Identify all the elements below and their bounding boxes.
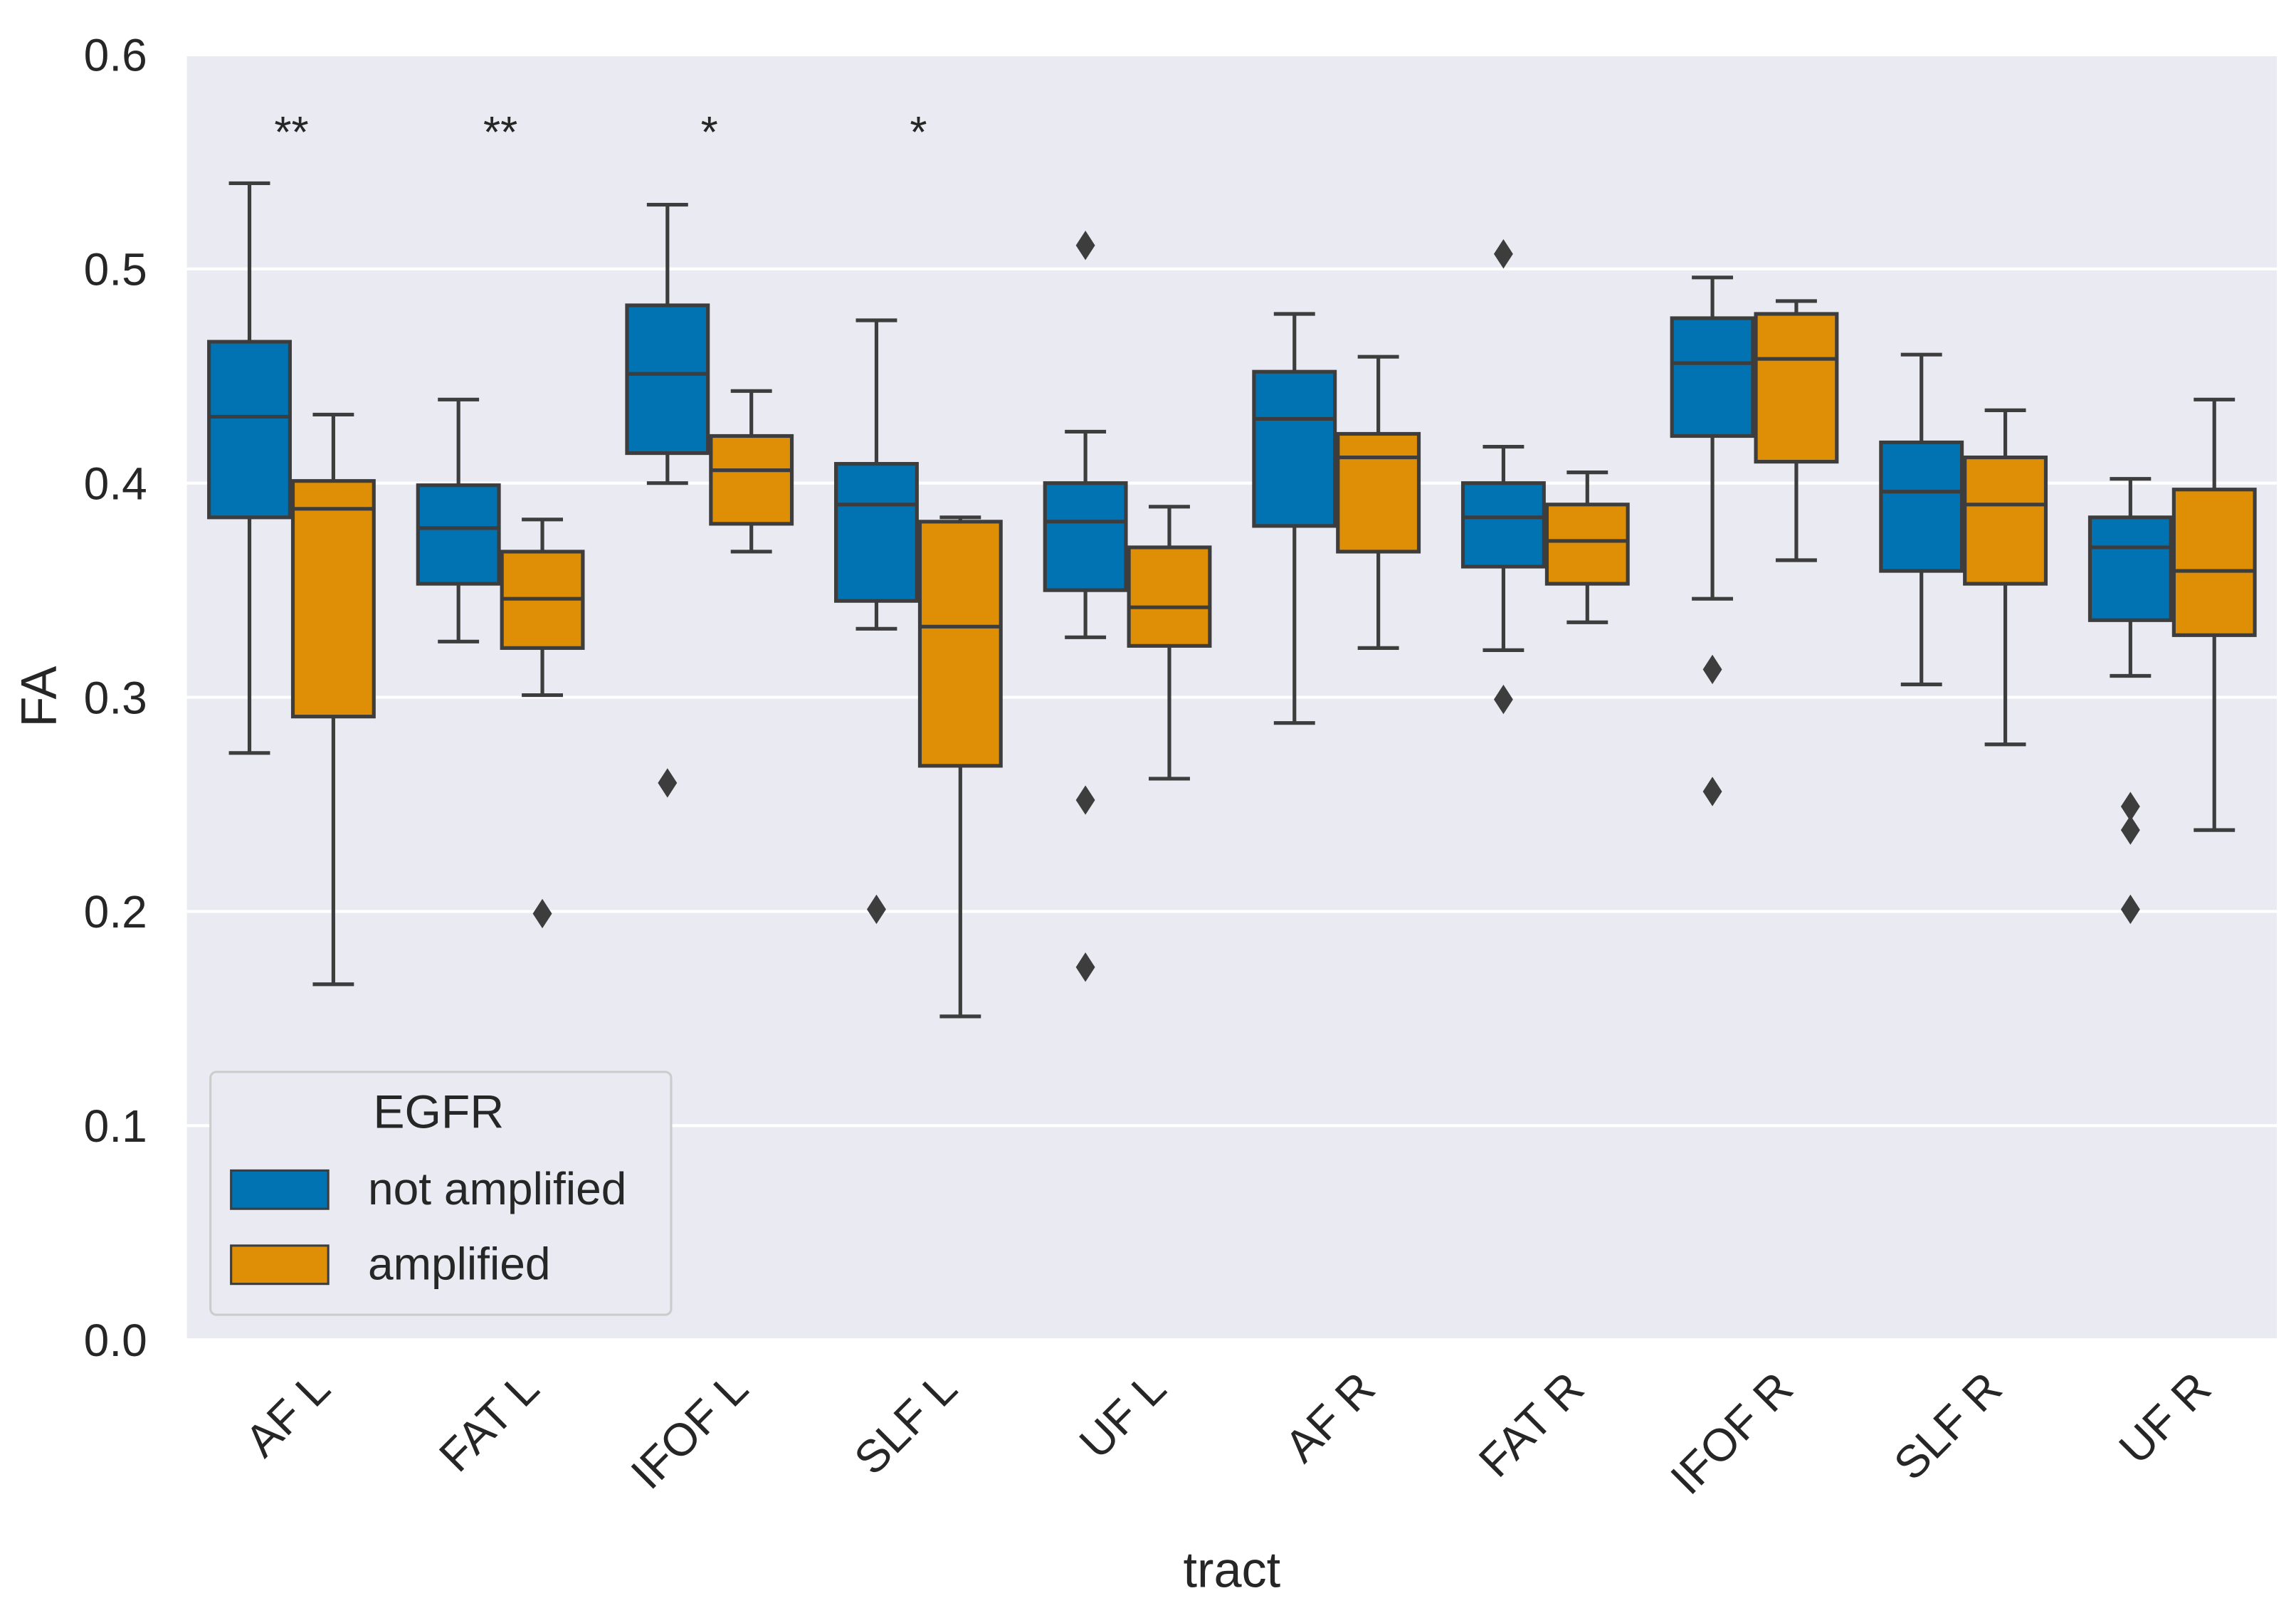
outlier-point [1493,684,1513,715]
legend: EGFR not amplified amplified [209,1071,673,1316]
iqr-box [625,303,710,456]
y-tick-label: 0.6 [84,30,147,81]
x-tick-label: SLF R [1884,1362,2011,1490]
iqr-box [207,340,292,520]
legend-label-amplified: amplified [368,1238,551,1289]
x-tick-label: IFOF R [1660,1362,1802,1504]
x-tick-label: IFOF L [621,1362,758,1499]
iqr-box [2171,488,2257,637]
x-tick-label: FAT R [1469,1362,1594,1487]
x-tick-label: UF L [1070,1362,1176,1468]
outlier-point [1075,952,1095,982]
iqr-box [1879,440,1964,573]
x-tick-label: AF L [236,1362,340,1467]
x-tick-label: UF R [2109,1362,2221,1474]
iqr-box [1127,545,1212,648]
box-amplified [1544,471,1630,624]
y-tick-label: 0.2 [84,886,147,937]
iqr-box [709,433,794,526]
y-tick-label: 0.5 [84,244,147,295]
iqr-box [1544,503,1630,586]
iqr-box [1460,481,1546,569]
y-tick-label: 0.0 [84,1315,147,1366]
box-amplified [1127,505,1212,781]
iqr-box [834,462,919,603]
y-tick-label: 0.3 [84,672,147,723]
box-amplified [290,412,376,987]
legend-patch-not-amplified [230,1169,330,1210]
box-not-amplified [1043,231,1128,982]
box-not-amplified [1879,352,1964,687]
iqr-box [290,479,376,719]
x-axis-label: tract [1184,1542,1281,1598]
iqr-box [416,483,501,586]
y-tick-label: 0.1 [84,1100,147,1152]
significance-marker: * [910,108,927,157]
box-not-amplified [834,318,919,925]
iqr-box [917,520,1003,768]
iqr-box [1252,369,1337,528]
x-tick-label: SLF L [844,1362,967,1485]
box-amplified [1336,354,1421,650]
box-not-amplified [1252,312,1337,725]
iqr-box [1336,431,1421,554]
box-amplified [917,515,1003,1019]
iqr-box [1670,316,1755,438]
significance-marker: * [701,108,718,157]
box-amplified [1754,299,1839,562]
legend-label-not-amplified: not amplified [368,1163,626,1214]
box-amplified [1963,408,2048,747]
box-not-amplified [416,397,501,643]
box-amplified [500,517,585,929]
outlier-point [1075,231,1095,261]
outlier-point [1493,239,1513,269]
y-tick-label: 0.4 [84,458,147,509]
box-amplified [709,389,794,554]
significance-marker: ** [483,108,517,157]
x-tick-label: AF R [1275,1362,1384,1472]
box-not-amplified [625,202,710,798]
iqr-box [1043,481,1128,592]
iqr-box [2087,515,2173,622]
y-axis-label: FA [11,666,67,727]
box-amplified [2171,397,2257,832]
iqr-box [1754,312,1839,464]
legend-title: EGFR [373,1086,504,1138]
box-not-amplified [207,181,292,755]
significance-marker: ** [274,108,308,157]
box-not-amplified [1460,239,1546,715]
box-not-amplified [1670,275,1755,806]
outlier-point [867,894,886,925]
iqr-box [1963,455,2048,586]
x-tick-label: FAT L [429,1362,549,1482]
outlier-point [1075,785,1095,815]
legend-patch-amplified [230,1244,330,1286]
